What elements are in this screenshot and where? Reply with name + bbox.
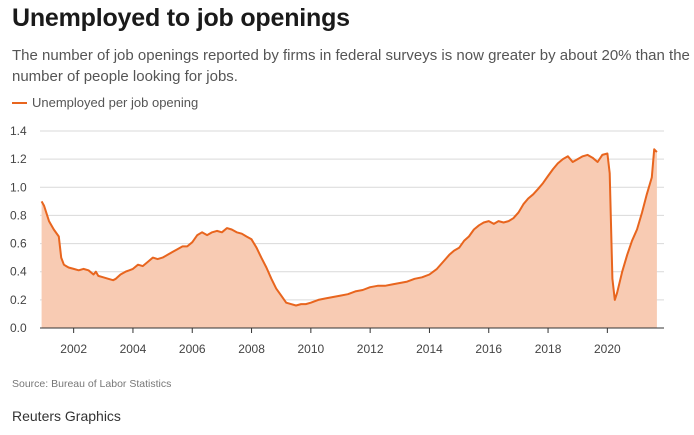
area-layer xyxy=(40,148,658,328)
x-tick-label: 2020 xyxy=(594,342,621,356)
legend-label: Unemployed per job opening xyxy=(32,95,199,110)
legend: Unemployed per job opening xyxy=(12,95,198,110)
series-line xyxy=(40,148,658,307)
chart-subtitle: The number of job openings reported by f… xyxy=(12,47,690,85)
axis-layer: 0.0 0.2 0.4 0.6 0.8 1.0 1.2 1.4 2002 2004 2006 2008… xyxy=(10,124,664,356)
chart-title: Unemployed to job openings xyxy=(12,4,350,32)
y-tick-label: 0.4 xyxy=(10,265,27,279)
y-tick-label: 0.2 xyxy=(10,293,27,307)
x-tick-label: 2012 xyxy=(357,342,384,356)
x-tick-label: 2004 xyxy=(120,342,147,356)
chart-plot: 0.0 0.2 0.4 0.6 0.8 1.0 1.2 1.4 2002 2004 2006 2008… xyxy=(10,124,664,356)
legend-swatch xyxy=(12,101,27,104)
credit-note: Reuters Graphics xyxy=(12,408,121,424)
x-tick-label: 2002 xyxy=(60,342,87,356)
y-tick-label: 0.8 xyxy=(10,208,27,222)
y-tick-label: 1.0 xyxy=(10,180,27,194)
y-tick-label: 0.6 xyxy=(10,237,27,251)
x-tick-label: 2016 xyxy=(475,342,502,356)
series-area xyxy=(41,149,657,328)
source-note: Source: Bureau of Labor Statistics xyxy=(12,378,172,390)
x-tick-label: 2014 xyxy=(416,342,443,356)
x-tick-label: 2006 xyxy=(179,342,206,356)
x-tick-label: 2010 xyxy=(297,342,324,356)
y-tick-label: 0.0 xyxy=(10,321,27,335)
y-tick-label: 1.4 xyxy=(10,124,27,138)
y-tick-label: 1.2 xyxy=(10,152,27,166)
x-tick-label: 2008 xyxy=(238,342,265,356)
x-tick-label: 2018 xyxy=(535,342,562,356)
